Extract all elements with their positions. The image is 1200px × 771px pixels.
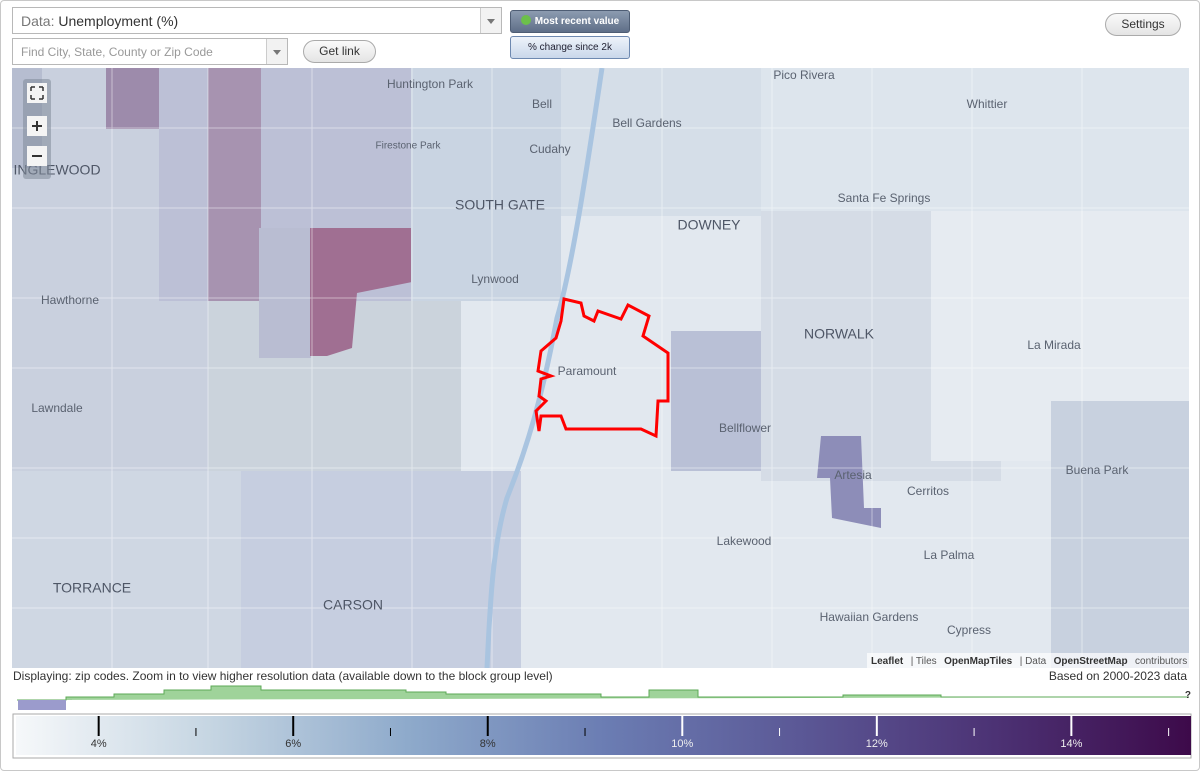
check-icon <box>520 15 531 25</box>
place-label: Hawthorne <box>41 293 99 307</box>
region <box>106 68 159 129</box>
place-label: Hawaiian Gardens <box>820 610 919 624</box>
get-link-button[interactable]: Get link <box>303 40 376 63</box>
place-label: Pico Rivera <box>773 68 835 82</box>
place-label: Lakewood <box>717 534 772 548</box>
color-scale <box>16 716 1191 755</box>
place-label: Firestone Park <box>375 141 441 152</box>
attribution-link[interactable]: OpenStreetMap <box>1054 656 1128 667</box>
region <box>1051 401 1189 668</box>
place-label: Bell Gardens <box>612 116 681 130</box>
attribution-text: contributors <box>1135 656 1187 667</box>
place-label: Whittier <box>967 97 1008 111</box>
region <box>671 331 761 471</box>
legend-tick-label: 14% <box>1060 738 1082 750</box>
legend-tick-label: 4% <box>91 738 107 750</box>
search-box[interactable]: Find City, State, County or Zip Code <box>12 38 288 65</box>
place-label: Bell <box>532 97 552 111</box>
place-labels: Huntington Park Pico Rivera Whittier Bel… <box>13 68 1129 637</box>
legend-tick-label: 6% <box>285 738 301 750</box>
data-label: Data: <box>21 13 55 29</box>
place-label: Cypress <box>947 623 991 637</box>
place-label: TORRANCE <box>53 580 131 596</box>
caret <box>266 39 287 64</box>
road-grid <box>12 68 1189 668</box>
fullscreen-icon <box>30 86 44 100</box>
legend-tick-label: 8% <box>480 738 496 750</box>
legend: ? 4% 6% 8% 10% 12% 14% <box>12 685 1192 759</box>
place-label: Huntington Park <box>387 77 474 91</box>
region <box>411 68 561 301</box>
place-label: Buena Park <box>1066 463 1130 477</box>
attribution-text: | Tiles <box>911 656 937 667</box>
region <box>561 68 761 216</box>
attribution: Leaflet | Tiles OpenMapTiles | Data Open… <box>871 651 1187 668</box>
displaying-note: Displaying: zip codes. Zoom in to view h… <box>13 669 553 683</box>
zoom-control <box>23 79 51 179</box>
place-label: Cudahy <box>529 142 570 156</box>
region <box>259 228 311 358</box>
legend-ticks: 4% 6% 8% 10% 12% 14% <box>91 716 1170 750</box>
region <box>761 68 1189 211</box>
place-label: SOUTH GATE <box>455 197 545 213</box>
place-label: Lynwood <box>471 272 519 286</box>
region <box>241 471 521 668</box>
region <box>817 436 881 528</box>
river <box>484 68 605 668</box>
region <box>310 228 417 356</box>
place-label: Artesia <box>834 468 872 482</box>
map[interactable]: Huntington Park Pico Rivera Whittier Bel… <box>12 68 1189 668</box>
attribution-link[interactable]: OpenMapTiles <box>944 656 1013 667</box>
attribution-text: | Data <box>1020 656 1047 667</box>
attribution-bg <box>867 653 1189 668</box>
fullscreen-button[interactable] <box>27 83 47 103</box>
region <box>12 471 241 668</box>
data-value: Unemployment (%) <box>58 13 179 29</box>
regions <box>12 68 1189 668</box>
data-range-note: Based on 2000-2023 data <box>1048 669 1187 683</box>
settings-button[interactable]: Settings <box>1105 13 1181 36</box>
mode-button[interactable]: % change since 2k <box>510 36 630 59</box>
selected-boundary[interactable] <box>534 297 670 439</box>
mode-button[interactable]: Most recent value <box>510 10 630 33</box>
mode-label: Most recent value <box>534 16 620 27</box>
place-label: Paramount <box>558 364 617 378</box>
roads <box>12 68 1189 668</box>
place-label: Cerritos <box>907 484 949 498</box>
place-label: NORWALK <box>804 326 875 342</box>
legend-tick-label: 10% <box>671 738 693 750</box>
place-label: La Mirada <box>1027 338 1081 352</box>
caret <box>480 8 501 33</box>
histogram-current <box>18 700 66 710</box>
zoom-in-icon <box>32 121 42 131</box>
place-label: Bellflower <box>719 421 771 435</box>
histogram <box>17 685 1189 701</box>
place-label: Lawndale <box>31 401 83 415</box>
data-select[interactable]: Data: Unemployment (%) <box>12 7 502 34</box>
attribution-link[interactable]: Leaflet <box>871 656 904 667</box>
place-label: Santa Fe Springs <box>838 191 931 205</box>
region <box>208 68 261 301</box>
place-label: DOWNEY <box>678 217 742 233</box>
search-placeholder: Find City, State, County or Zip Code <box>21 45 213 59</box>
legend-tick-label: 12% <box>866 738 888 750</box>
place-label: CARSON <box>323 597 383 613</box>
help[interactable]: ? <box>1185 690 1191 701</box>
place-label: La Palma <box>924 548 975 562</box>
